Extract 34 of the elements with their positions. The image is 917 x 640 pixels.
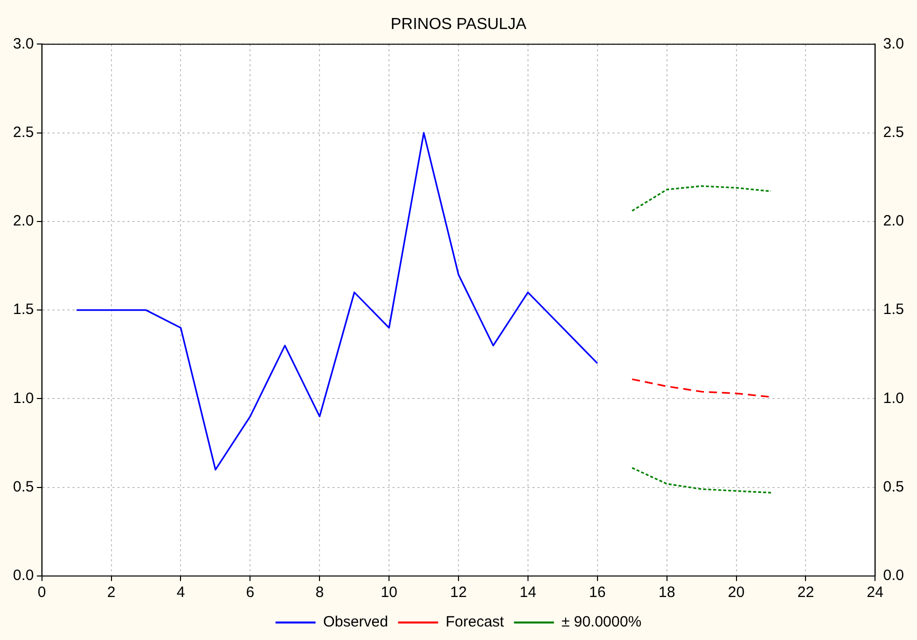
x-tick-label: 10 [380, 584, 398, 602]
y-tick-label: 1.0 [12, 390, 34, 407]
x-tick-label: 2 [107, 584, 116, 602]
y2-tick-label: 0.0 [883, 567, 904, 584]
chart-title: PRINOS PASULJA [390, 16, 527, 34]
x-tick-label: 16 [589, 584, 606, 602]
y-tick-label: 0.0 [12, 567, 34, 584]
x-tick-label: 18 [658, 584, 676, 602]
legend-label: ± 90.0000% [561, 614, 642, 631]
y2-tick-label: 0.5 [883, 478, 904, 496]
x-tick-label: 6 [246, 584, 254, 602]
y-tick-label: 2.0 [12, 212, 34, 230]
x-tick-label: 12 [450, 584, 467, 602]
y-tick-label: 1.5 [12, 301, 34, 318]
x-tick-label: 14 [520, 584, 536, 602]
x-tick-label: 8 [315, 584, 324, 602]
y-tick-label: 3.0 [12, 35, 34, 52]
y2-tick-label: 1.5 [883, 301, 904, 318]
x-tick-label: 4 [176, 584, 185, 602]
y2-tick-label: 2.5 [883, 124, 904, 141]
y2-tick-label: 2.0 [883, 212, 904, 230]
y2-tick-label: 3.0 [883, 35, 904, 52]
x-tick-label: 0 [38, 584, 46, 602]
x-tick-label: 24 [866, 584, 884, 602]
line-series [631, 467, 772, 494]
x-tick-label: 20 [728, 584, 745, 602]
y-tick-label: 0.5 [12, 478, 34, 496]
y2-tick-label: 1.0 [883, 390, 904, 407]
line-series [631, 185, 772, 212]
line-series [631, 378, 772, 398]
x-tick-label: 22 [797, 584, 814, 602]
legend-label: Observed [323, 614, 388, 631]
y-tick-label: 2.5 [12, 124, 34, 141]
legend-label: Forecast [446, 614, 505, 631]
